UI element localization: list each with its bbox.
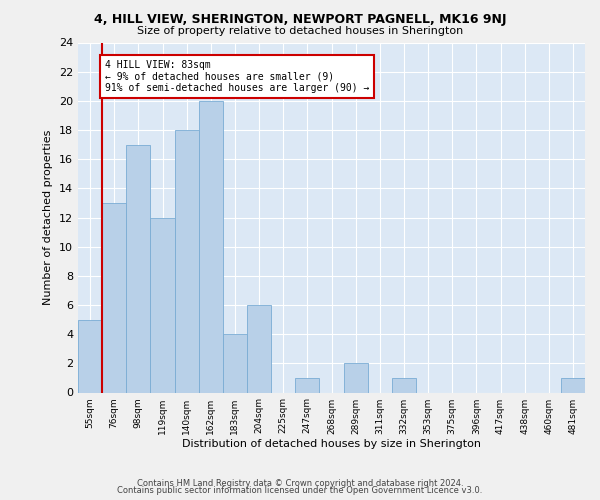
Bar [561,378,585,392]
Bar [295,378,319,392]
Text: 4, HILL VIEW, SHERINGTON, NEWPORT PAGNELL, MK16 9NJ: 4, HILL VIEW, SHERINGTON, NEWPORT PAGNEL… [94,12,506,26]
Text: Contains HM Land Registry data © Crown copyright and database right 2024.: Contains HM Land Registry data © Crown c… [137,478,463,488]
Y-axis label: Number of detached properties: Number of detached properties [43,130,53,305]
Bar [78,320,102,392]
Text: Size of property relative to detached houses in Sherington: Size of property relative to detached ho… [137,26,463,36]
Bar [344,364,368,392]
Bar [223,334,247,392]
Bar [247,305,271,392]
Bar [175,130,199,392]
Bar [199,101,223,392]
X-axis label: Distribution of detached houses by size in Sherington: Distribution of detached houses by size … [182,440,481,450]
Bar [151,218,175,392]
Text: Contains public sector information licensed under the Open Government Licence v3: Contains public sector information licen… [118,486,482,495]
Text: 4 HILL VIEW: 83sqm
← 9% of detached houses are smaller (9)
91% of semi-detached : 4 HILL VIEW: 83sqm ← 9% of detached hous… [104,60,369,93]
Bar [392,378,416,392]
Bar [102,203,126,392]
Bar [126,144,151,392]
